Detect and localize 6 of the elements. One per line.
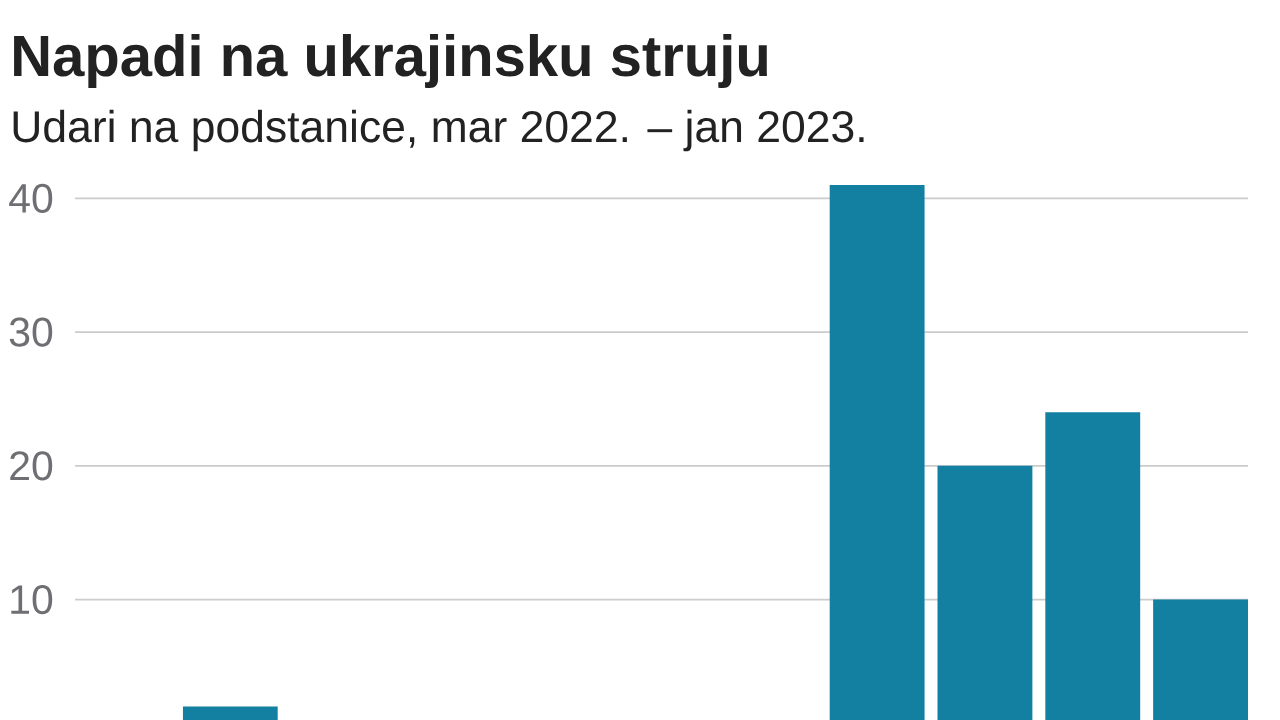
y-tick-label: 20 [10,451,53,481]
chart-subtitle: Udari na podstanice, mar 2022. – jan 2023. [13,109,864,152]
chart-title: Napadi na ukrajinsku struju [14,33,767,89]
y-tick-label: 30 [9,317,53,347]
y-tick-label: 10 [11,585,53,615]
y-tick-label: 40 [9,183,53,213]
